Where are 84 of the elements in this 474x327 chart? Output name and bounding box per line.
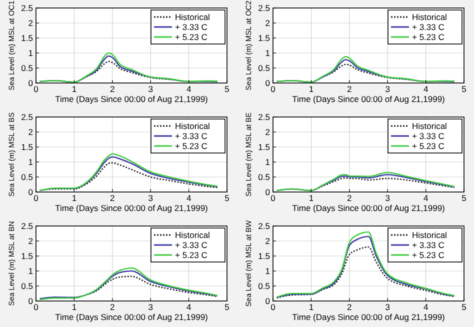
x-tick-label: 5 xyxy=(462,193,467,203)
x-axis-title: Time (Days Since 00:00 of Aug 21,1999) xyxy=(292,94,446,104)
legend-label: Historical xyxy=(412,230,448,240)
y-tick-label: 1 xyxy=(265,266,270,276)
y-tick-label: 2.5 xyxy=(21,112,34,122)
x-tick-label: 3 xyxy=(148,193,154,203)
legend-label: + 3.33 C xyxy=(175,131,208,141)
legend-label: Historical xyxy=(412,12,448,22)
x-tick-label: 2 xyxy=(347,193,352,203)
x-tick-label: 3 xyxy=(148,302,154,312)
legend-label: + 3.33 C xyxy=(412,240,444,250)
x-tick-label: 2 xyxy=(110,84,116,94)
y-tick-label: 1 xyxy=(265,48,270,58)
y-tick-label: 1.5 xyxy=(258,251,270,261)
x-tick-label: 4 xyxy=(423,193,428,203)
x-tick-label: 4 xyxy=(423,302,428,312)
y-tick-label: 1.5 xyxy=(21,33,34,43)
x-tick-label: 3 xyxy=(385,193,390,203)
x-tick-label: 3 xyxy=(148,84,154,94)
y-tick-label: 0.5 xyxy=(21,63,34,73)
y-tick-label: 2 xyxy=(28,18,34,28)
x-tick-label: 1 xyxy=(308,84,314,94)
y-tick-label: 1.5 xyxy=(258,33,270,43)
x-tick-label: 1 xyxy=(308,193,314,203)
legend-label: + 5.23 C xyxy=(175,32,208,42)
x-axis-title: Time (Days Since 00:00 of Aug 21,1999) xyxy=(292,203,446,213)
x-tick-label: 5 xyxy=(462,302,467,312)
y-tick-label: 2 xyxy=(265,127,270,137)
y-tick-label: 2 xyxy=(265,18,270,28)
x-tick-label: 5 xyxy=(224,193,230,203)
y-tick-label: 0.5 xyxy=(21,281,34,291)
y-tick-label: 1 xyxy=(28,48,34,58)
x-tick-label: 1 xyxy=(72,193,77,203)
x-tick-label: 4 xyxy=(423,84,428,94)
y-tick-label: 2.5 xyxy=(21,221,34,231)
x-axis-title: Time (Days Since 00:00 of Aug 21,1999) xyxy=(55,312,208,322)
legend-label: + 5.23 C xyxy=(412,250,444,260)
x-tick-label: 2 xyxy=(347,84,352,94)
y-tick-label: 2.5 xyxy=(258,3,270,13)
y-tick-label: 2.5 xyxy=(258,112,270,122)
x-tick-label: 4 xyxy=(186,193,192,203)
legend-label: + 5.23 C xyxy=(175,141,208,151)
legend-label: + 3.33 C xyxy=(175,240,208,250)
x-tick-label: 1 xyxy=(72,84,77,94)
x-tick-label: 5 xyxy=(462,84,467,94)
x-tick-label: 5 xyxy=(224,302,230,312)
legend-label: Historical xyxy=(175,12,210,22)
y-tick-label: 1 xyxy=(28,157,34,167)
y-tick-label: 2.5 xyxy=(258,221,270,231)
y-tick-label: 2 xyxy=(265,236,270,246)
y-tick-label: 2.5 xyxy=(21,3,34,13)
y-tick-label: 0.5 xyxy=(258,281,270,291)
x-axis-title: Time (Days Since 00:00 of Aug 21,1999) xyxy=(55,94,208,104)
y-tick-label: 2 xyxy=(28,236,34,246)
x-tick-label: 2 xyxy=(110,193,116,203)
y-tick-label: 0.5 xyxy=(258,63,270,73)
y-tick-label: 1.5 xyxy=(258,142,270,152)
legend-label: Historical xyxy=(175,230,210,240)
y-tick-label: 0.5 xyxy=(21,172,34,182)
legend-label: + 3.33 C xyxy=(412,22,444,32)
x-tick-label: 3 xyxy=(385,84,390,94)
x-tick-label: 2 xyxy=(110,302,116,312)
y-tick-label: 2 xyxy=(28,127,34,137)
x-tick-label: 4 xyxy=(186,84,192,94)
legend-label: + 3.33 C xyxy=(412,131,444,141)
legend-label: + 5.23 C xyxy=(412,141,444,151)
legend-label: + 5.23 C xyxy=(175,250,208,260)
x-tick-label: 1 xyxy=(308,302,314,312)
y-tick-label: 1.5 xyxy=(21,251,34,261)
legend-label: + 5.23 C xyxy=(412,32,444,42)
y-tick-label: 1.5 xyxy=(21,142,34,152)
x-tick-label: 4 xyxy=(186,302,192,312)
x-axis-title: Time (Days Since 00:00 of Aug 21,1999) xyxy=(55,203,208,213)
x-tick-label: 1 xyxy=(72,302,77,312)
y-tick-label: 0.5 xyxy=(258,172,270,182)
y-tick-label: 1 xyxy=(28,266,34,276)
x-tick-label: 5 xyxy=(224,84,230,94)
x-axis-title: Time (Days Since 00:00 of Aug 21,1999) xyxy=(292,312,446,322)
y-tick-label: 1 xyxy=(265,157,270,167)
legend-label: + 3.33 C xyxy=(175,22,208,32)
x-tick-label: 3 xyxy=(385,302,390,312)
legend-label: Historical xyxy=(175,121,210,131)
x-tick-label: 2 xyxy=(347,302,352,312)
legend-label: Historical xyxy=(412,121,448,131)
